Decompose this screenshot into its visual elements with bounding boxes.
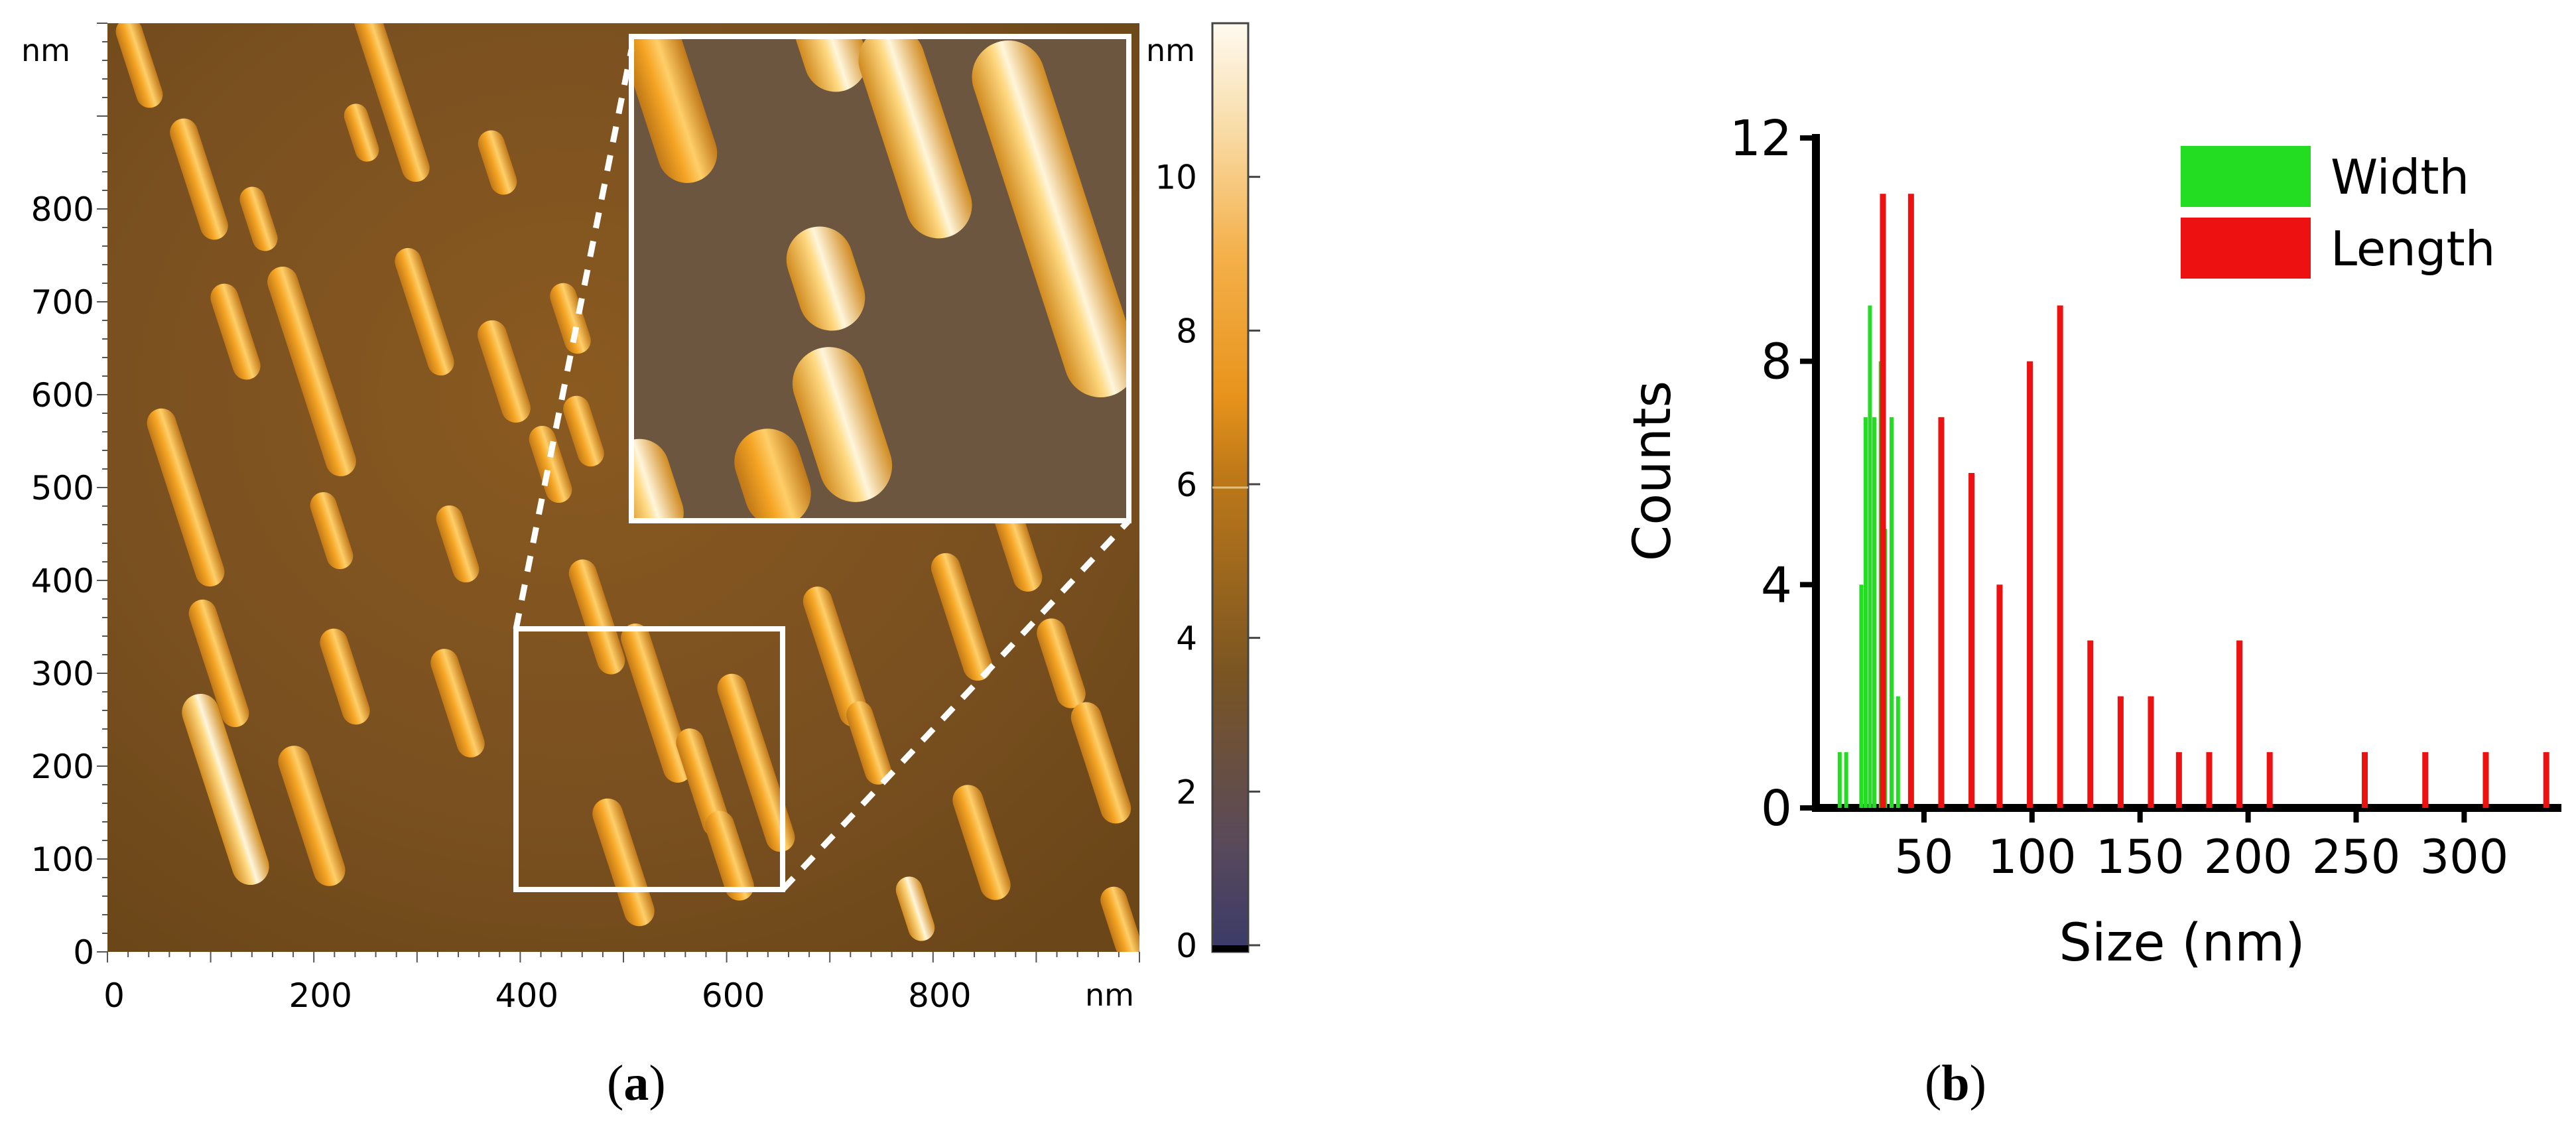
colorbar-tick-label: 6	[1176, 466, 1197, 504]
legend: Width Length	[2181, 146, 2495, 279]
length-bar	[2087, 640, 2094, 808]
y-axis-title: Counts	[1623, 381, 1683, 561]
y-tick-label: 300	[31, 655, 94, 693]
legend-swatch-length	[2181, 218, 2311, 279]
length-bar	[1907, 194, 1914, 809]
colorbar-unit-label: nm	[1146, 33, 1195, 68]
afm-inset	[629, 34, 1131, 523]
y-tick-label: 200	[31, 748, 94, 786]
length-bar	[2362, 752, 2368, 808]
y-unit-label: nm	[21, 33, 70, 68]
x-tick-label: 800	[908, 976, 971, 1015]
length-bar	[2027, 361, 2033, 808]
length-bar	[2422, 752, 2429, 808]
width-bar	[1844, 752, 1848, 808]
width-bar	[1890, 417, 1894, 808]
length-bar	[2543, 752, 2549, 808]
colorbar-tick-label: 2	[1176, 773, 1197, 811]
length-bar	[1968, 473, 1975, 808]
x-tick-label: 250	[2312, 830, 2401, 884]
legend-swatch-width	[2181, 146, 2311, 207]
x-tick-label: 200	[289, 976, 352, 1015]
width-bar	[1859, 584, 1864, 808]
length-bar	[2148, 696, 2154, 808]
zoom-region-box	[513, 626, 785, 892]
x-tick-label: 400	[495, 976, 558, 1015]
width-bar	[1863, 417, 1868, 808]
x-tick-label: 600	[702, 976, 765, 1015]
colorbar-tick-label: 10	[1155, 159, 1197, 197]
colorbar-tick-label: 0	[1176, 927, 1197, 965]
legend-label-width: Width	[2331, 149, 2469, 205]
x-tick-label: 0	[103, 976, 125, 1015]
y-tick-label: 4	[1761, 557, 1792, 614]
zoom-line-right	[780, 518, 1131, 892]
width-bar	[1872, 417, 1876, 808]
width-bar	[1837, 752, 1842, 808]
y-tick-label: 0	[73, 933, 94, 972]
length-bar	[2236, 640, 2243, 808]
zoom-line-left	[513, 49, 635, 629]
length-bar	[1938, 417, 1945, 808]
length-bar	[1880, 194, 1886, 809]
caption-a: (a)	[607, 1055, 666, 1111]
legend-label-length: Length	[2331, 221, 2495, 277]
x-tick-label: 50	[1894, 830, 1953, 884]
length-bar	[1996, 584, 2003, 808]
length-bar	[2057, 305, 2063, 808]
width-bar	[1896, 696, 1900, 808]
length-bar	[2482, 752, 2489, 808]
y-tick-label: 500	[31, 469, 94, 507]
length-bar	[2175, 752, 2182, 808]
length-bar	[2266, 752, 2273, 808]
y-tick-label: 100	[31, 840, 94, 879]
x-tick-label: 200	[2204, 830, 2293, 884]
width-bar	[1868, 305, 1872, 808]
y-tick-label: 700	[31, 283, 94, 322]
y-tick-label: 800	[31, 190, 94, 229]
x-tick-label: 100	[1988, 830, 2077, 884]
length-bar	[2117, 696, 2124, 808]
y-tick-label: 400	[31, 562, 94, 600]
length-bar	[2206, 752, 2213, 808]
y-tick-label: 600	[31, 376, 94, 415]
y-tick-label: 8	[1761, 334, 1792, 391]
caption-b: (b)	[1925, 1055, 1986, 1111]
y-tick-label: 12	[1730, 110, 1792, 167]
colorbar-tick-label: 4	[1176, 620, 1197, 658]
x-unit-label: nm	[1085, 977, 1134, 1013]
y-tick-label: 0	[1761, 780, 1792, 837]
colorbar-tick-label: 8	[1176, 312, 1197, 350]
x-tick-label: 300	[2420, 830, 2509, 884]
x-tick-label: 150	[2096, 830, 2185, 884]
x-axis-title: Size (nm)	[2059, 913, 2305, 973]
